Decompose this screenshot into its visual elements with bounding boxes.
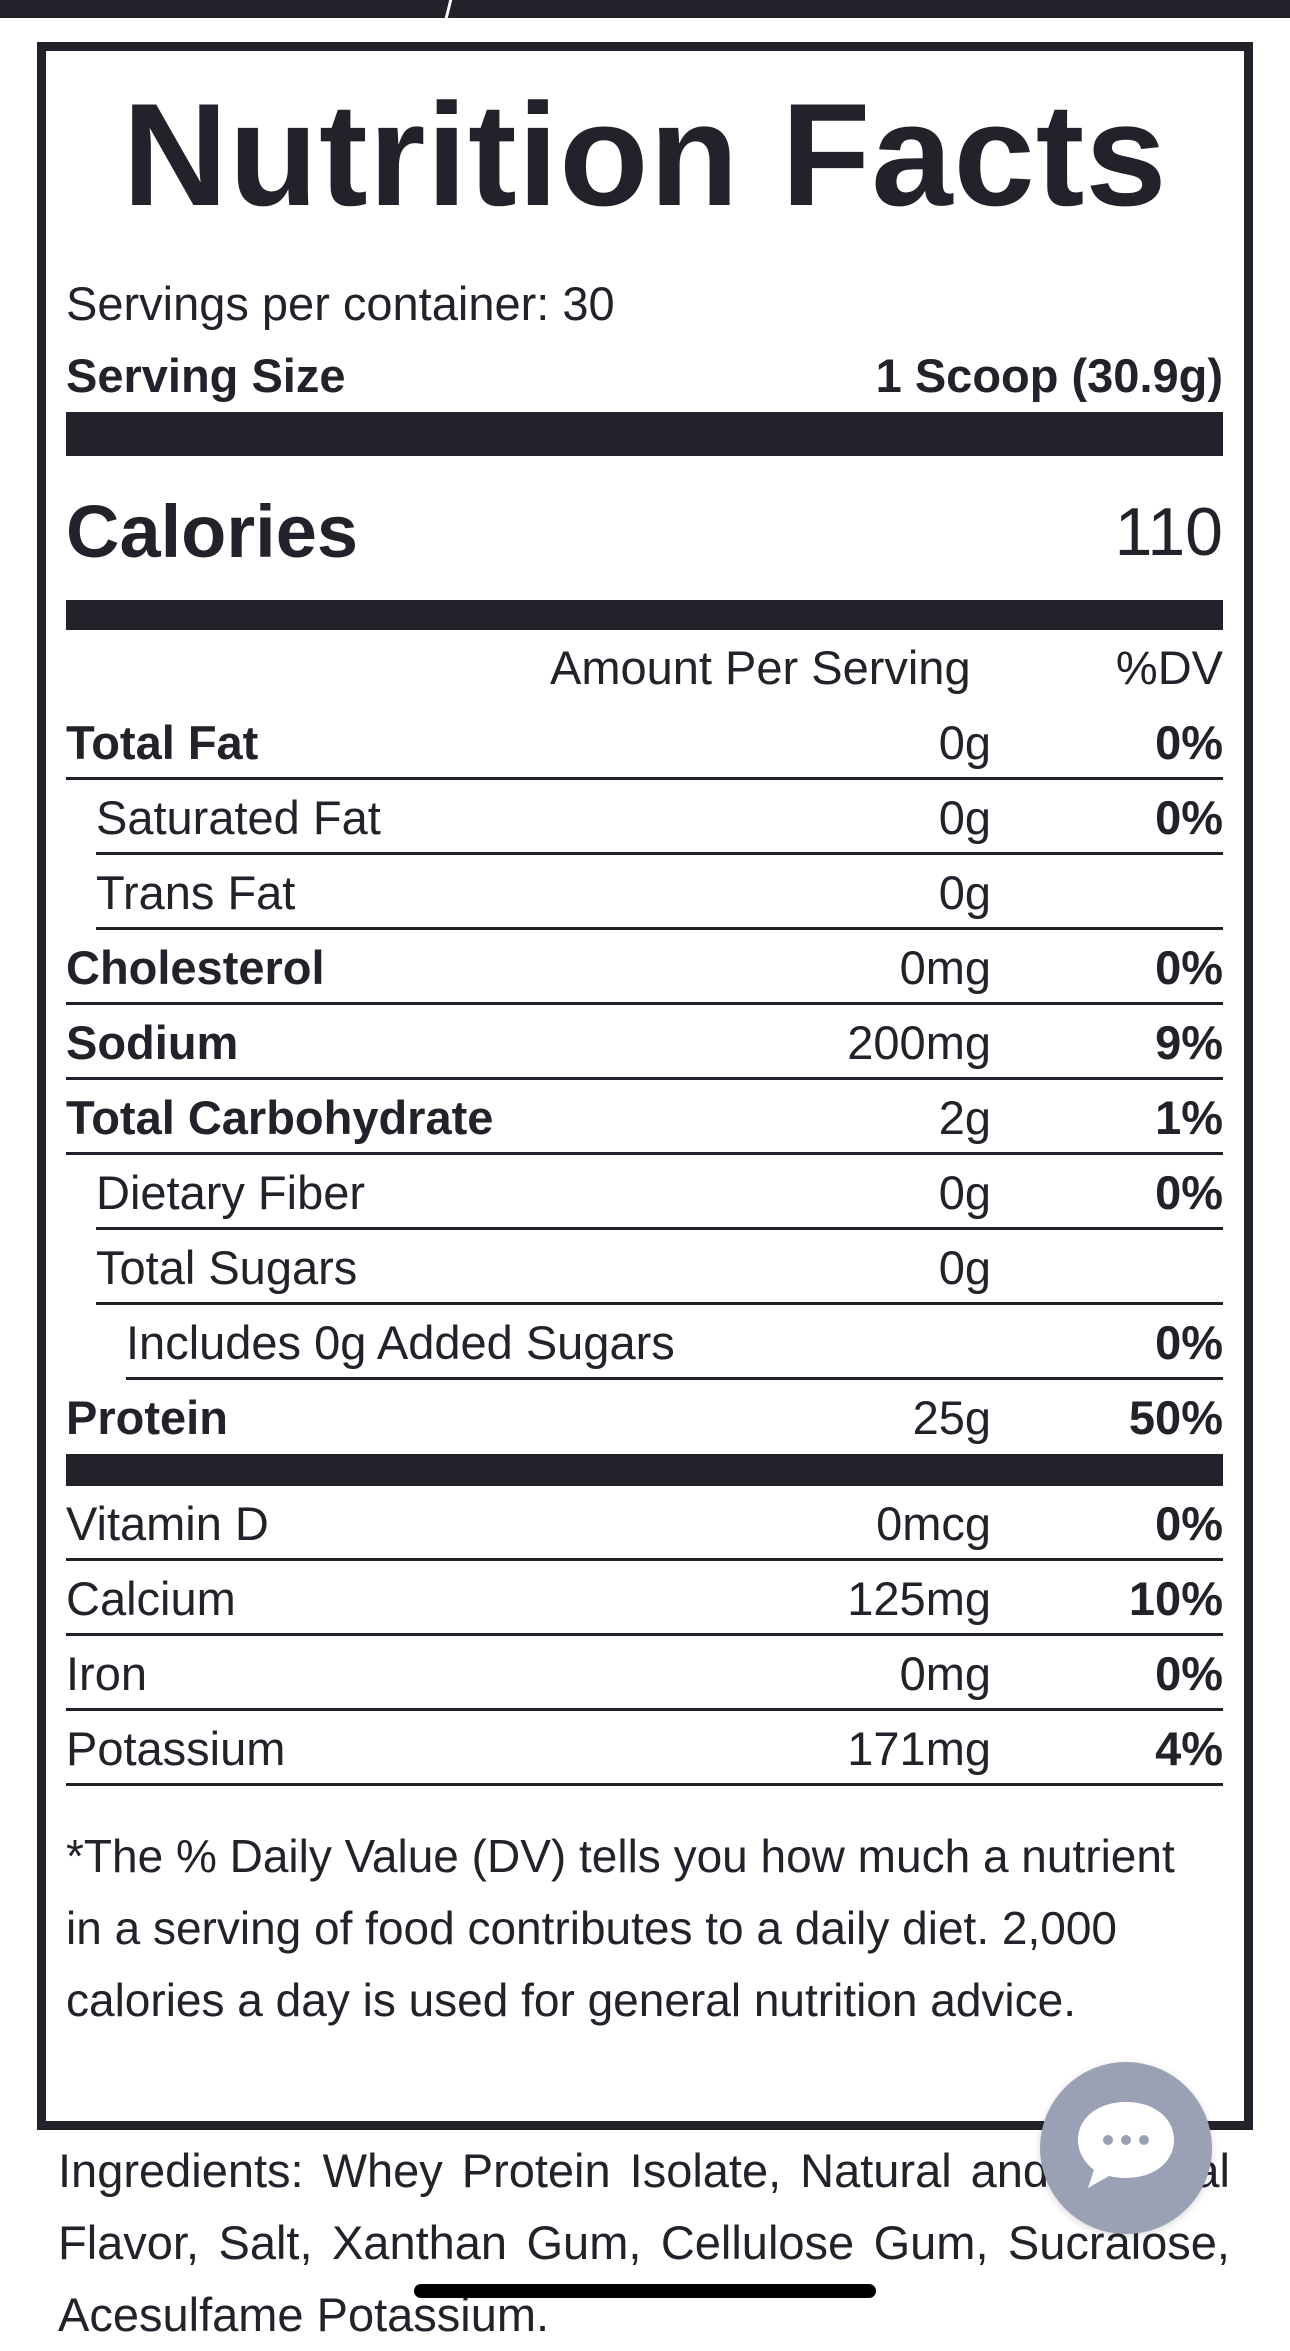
vitamin-dv: 4% <box>1155 1722 1223 1775</box>
vitamin-name: Calcium <box>66 1572 236 1625</box>
vitamin-dv: 10% <box>1128 1572 1223 1625</box>
nutrient-name: Sodium <box>66 1016 239 1069</box>
nutrient-row-saturated-fat: Saturated Fat 0g 0% <box>96 780 1223 855</box>
nutrient-dv: 50% <box>1128 1391 1223 1444</box>
vitamin-amount: 0mg <box>899 1647 991 1700</box>
nutrient-row-total-sugars: Total Sugars 0g <box>96 1230 1223 1305</box>
nutrient-dv: 0% <box>1155 1166 1223 1219</box>
amount-per-serving-header: Amount Per Serving <box>550 641 971 694</box>
chat-button[interactable] <box>1040 2062 1212 2234</box>
nutrient-dv: 0% <box>1155 791 1223 844</box>
vitamin-amount: 171mg <box>847 1722 991 1775</box>
vitamin-amount: 0mcg <box>876 1497 991 1550</box>
nutrient-name: Cholesterol <box>66 941 325 994</box>
nutrient-row-added-sugars: Includes 0g Added Sugars 0% <box>126 1305 1223 1380</box>
servings-per-container: Servings per container: 30 <box>66 277 615 330</box>
serving-size-value: 1 Scoop (30.9g) <box>875 349 1223 402</box>
vitamin-name: Potassium <box>66 1722 286 1775</box>
calories-label: Calories <box>66 490 359 573</box>
nutrient-dv: 0% <box>1155 941 1223 994</box>
nutrient-amount: 2g <box>938 1091 991 1144</box>
nutrient-row-trans-fat: Trans Fat 0g <box>96 855 1223 930</box>
nutrient-row-total-fat: Total Fat 0g 0% <box>66 705 1223 780</box>
nutrient-amount: 0g <box>938 716 991 769</box>
nutrient-amount: 200mg <box>847 1016 991 1069</box>
top-bar-mark <box>444 0 453 18</box>
vitamin-amount: 125mg <box>847 1572 991 1625</box>
nutrient-dv: 0% <box>1155 716 1223 769</box>
home-indicator[interactable] <box>414 2284 876 2298</box>
vitamin-name: Vitamin D <box>66 1497 269 1550</box>
vitamin-row-iron: Iron 0mg 0% <box>66 1636 1223 1711</box>
nutrient-amount: 0g <box>938 791 991 844</box>
nutrient-name: Total Carbohydrate <box>66 1091 494 1144</box>
nutrient-amount: 0g <box>938 866 991 919</box>
nutrient-amount: 0mg <box>899 941 991 994</box>
nutrient-name: Protein <box>66 1391 228 1444</box>
daily-value-footnote: *The % Daily Value (DV) tells you how mu… <box>66 1830 1175 2026</box>
nutrient-name: Trans Fat <box>96 866 296 919</box>
vitamin-dv: 0% <box>1155 1497 1223 1550</box>
calories-value: 110 <box>1114 494 1223 570</box>
calories-row: Calories 110 <box>66 488 1223 576</box>
nutrient-amount: 0g <box>938 1241 991 1294</box>
nutrient-amount: 0g <box>938 1166 991 1219</box>
nutrient-name: Includes 0g Added Sugars <box>126 1316 675 1369</box>
dv-header: %DV <box>1115 641 1223 694</box>
nutrient-row-total-carbohydrate: Total Carbohydrate 2g 1% <box>66 1080 1223 1155</box>
nutrient-row-cholesterol: Cholesterol 0mg 0% <box>66 930 1223 1005</box>
nutrient-amount: 25g <box>912 1391 991 1444</box>
chat-bubble-icon <box>1078 2102 1174 2188</box>
serving-size-label: Serving Size <box>66 349 346 402</box>
vitamin-name: Iron <box>66 1647 147 1700</box>
nutrient-name: Total Fat <box>66 716 259 769</box>
nutrition-facts-panel <box>37 42 1253 2130</box>
nutrient-dv: 9% <box>1155 1016 1223 1069</box>
nutrient-row-sodium: Sodium 200mg 9% <box>66 1005 1223 1080</box>
nutrient-row-protein: Protein 25g 50% <box>66 1380 1223 1455</box>
nutrient-row-dietary-fiber: Dietary Fiber 0g 0% <box>96 1155 1223 1230</box>
nutrient-name: Total Sugars <box>96 1241 358 1294</box>
vitamin-divider <box>66 1454 1223 1486</box>
nutrition-facts-title: Nutrition Facts <box>122 73 1168 236</box>
vitamin-row-potassium: Potassium 171mg 4% <box>66 1711 1223 1786</box>
vitamin-dv: 0% <box>1155 1647 1223 1700</box>
top-bar <box>0 0 1290 18</box>
nutrient-name: Saturated Fat <box>96 791 381 844</box>
vitamin-row-calcium: Calcium 125mg 10% <box>66 1561 1223 1636</box>
vitamin-row-vitamin-d: Vitamin D 0mcg 0% <box>66 1486 1223 1561</box>
serving-size-row: Serving Size 1 Scoop (30.9g) <box>66 348 1223 404</box>
nutrient-dv: 0% <box>1155 1316 1223 1369</box>
medium-divider <box>66 600 1223 630</box>
nutrient-name: Dietary Fiber <box>96 1166 366 1219</box>
thick-divider <box>66 412 1223 456</box>
nutrient-dv: 1% <box>1155 1091 1223 1144</box>
